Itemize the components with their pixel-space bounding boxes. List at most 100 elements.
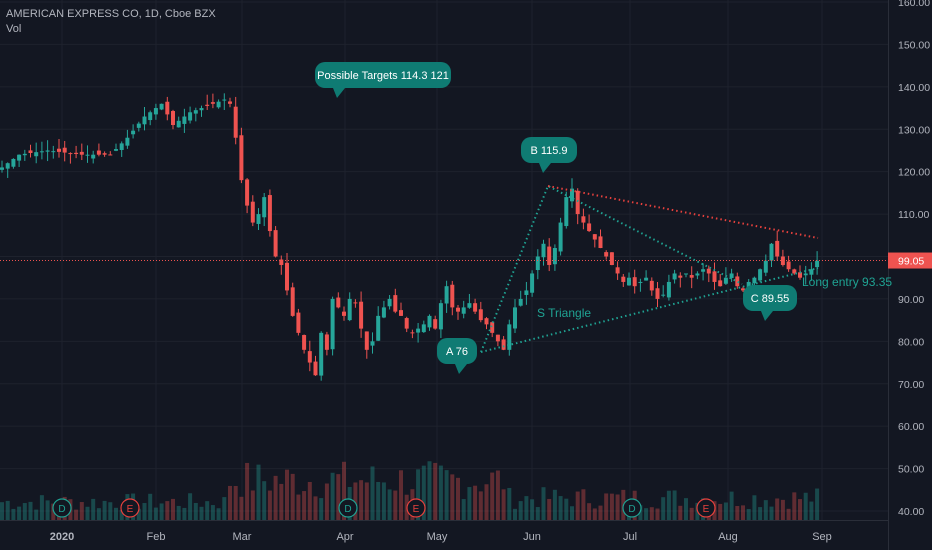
volume-bar [273, 475, 278, 520]
candle-body [342, 311, 346, 316]
candle-body [615, 267, 620, 274]
x-tick-label: Jun [523, 531, 541, 543]
y-tick-label: 150.00 [898, 39, 930, 51]
volume-bar [210, 505, 215, 520]
volume-bar [575, 491, 580, 520]
candle-body [484, 318, 489, 325]
candle-body [22, 153, 27, 156]
volume-bar [741, 505, 745, 520]
candle-body [672, 273, 677, 280]
candle-body [91, 154, 96, 159]
candle-body [524, 290, 529, 295]
candle-body [279, 259, 284, 265]
volume-bar [376, 481, 381, 520]
candle-body [763, 260, 768, 273]
volume-bar [290, 473, 295, 520]
y-tick-label: 60.00 [898, 421, 924, 433]
candle-body [444, 286, 449, 304]
volume-bar [541, 487, 546, 520]
earnings-marker[interactable]: E [120, 498, 140, 518]
volume-bar [102, 500, 107, 520]
candle-body [28, 150, 33, 154]
event-circle [622, 498, 642, 518]
volume-bar [108, 502, 113, 520]
candle-body [353, 302, 358, 304]
volume-bar [478, 491, 483, 520]
candle-body [330, 298, 335, 350]
volume-bar [250, 490, 255, 520]
candle-body [701, 269, 706, 272]
volume-bar [330, 472, 335, 520]
volume-bar [85, 506, 90, 520]
candle-body [228, 101, 232, 104]
candle-body [649, 280, 654, 291]
volume-bar [490, 472, 495, 520]
candle-body [587, 223, 592, 232]
volume-bar [661, 497, 666, 520]
candle-body [530, 273, 535, 293]
candle-body [416, 328, 421, 333]
candle-body [513, 307, 517, 329]
volume-bar [34, 509, 39, 520]
candle-body [570, 188, 574, 202]
candle-body [387, 298, 392, 307]
candle-body [604, 252, 609, 257]
volume-bar [387, 489, 392, 520]
candle-body [547, 246, 552, 265]
volume-bar [564, 498, 569, 520]
triangle-label: S Triangle [537, 306, 591, 320]
candle-body [661, 294, 666, 296]
volume-bar [91, 498, 96, 520]
candle-body [233, 106, 238, 138]
volume-bar [39, 495, 44, 520]
volume-bar [592, 508, 597, 520]
volume-bar [216, 508, 221, 520]
volume-bar [136, 508, 141, 520]
candle-body [552, 248, 557, 265]
callout-tail [333, 88, 345, 98]
event-letter: E [127, 504, 134, 515]
candle-body [723, 277, 728, 284]
candle-body [250, 201, 255, 223]
y-tick-label: 110.00 [898, 209, 929, 221]
candle-body [142, 116, 147, 125]
earnings-marker[interactable]: E [696, 498, 716, 518]
volume-bar [0, 502, 4, 520]
candle-body [786, 261, 791, 270]
candle-body [798, 272, 802, 278]
y-tick-label: 40.00 [898, 506, 924, 518]
candle-body [655, 288, 660, 299]
dividend-marker[interactable]: D [52, 498, 72, 518]
y-tick-label: 140.00 [898, 82, 930, 94]
candle-body [216, 101, 221, 108]
candle-body [666, 281, 671, 298]
volume-bar [165, 501, 170, 520]
candle-body [684, 273, 688, 275]
volume-bar [581, 489, 586, 520]
candle-body [159, 103, 164, 110]
dividend-marker[interactable]: D [622, 498, 642, 518]
candle-body [467, 303, 472, 308]
candle-body [399, 310, 403, 316]
candle-body [581, 216, 586, 223]
candle-body [45, 150, 50, 152]
candle-body [495, 334, 500, 342]
candle-body [324, 334, 329, 350]
candle-body [17, 154, 22, 161]
candle-body [171, 111, 175, 126]
candle-body [34, 152, 39, 157]
volume-bar [28, 501, 33, 520]
volume-bar [558, 496, 563, 520]
earnings-marker[interactable]: E [406, 498, 426, 518]
volume-bar [444, 470, 449, 520]
volume-bar [228, 485, 232, 520]
dividend-marker[interactable]: D [338, 498, 358, 518]
candle-body [632, 277, 637, 287]
candle-body [456, 307, 460, 312]
candle-body [695, 273, 700, 276]
candle-body [114, 149, 118, 151]
candle-body [296, 312, 301, 333]
candle-body [575, 190, 580, 215]
candle-body [478, 309, 483, 321]
